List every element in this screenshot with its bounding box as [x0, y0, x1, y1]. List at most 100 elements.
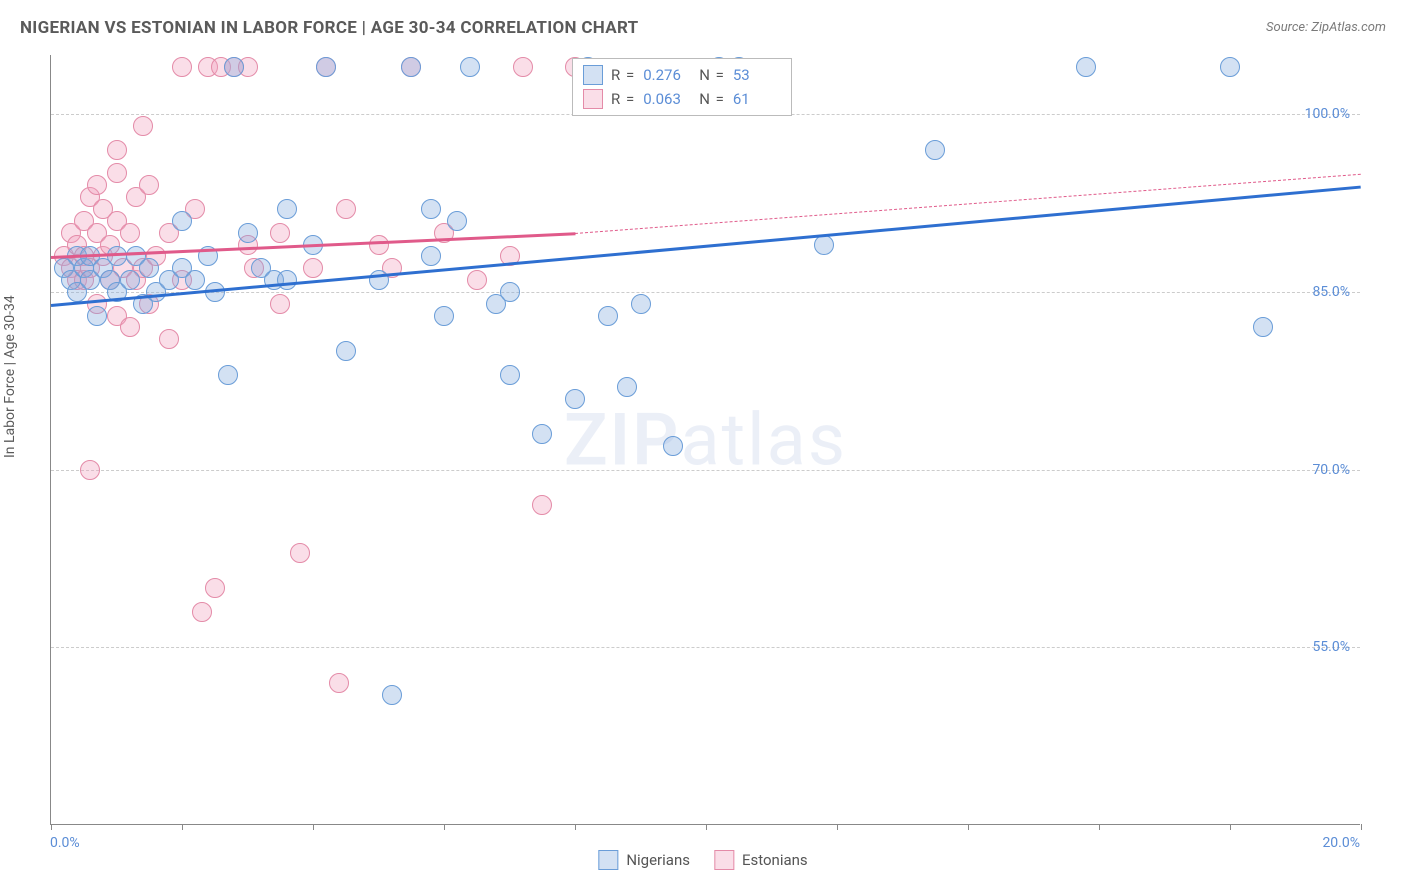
scatter-point — [120, 270, 140, 290]
x-tick — [968, 824, 969, 830]
scatter-point — [107, 140, 127, 160]
scatter-point — [565, 389, 585, 409]
x-tick — [182, 824, 183, 830]
scatter-point — [513, 57, 533, 77]
scatter-point — [336, 341, 356, 361]
correlation-stats-box: R = 0.276 N = 53 R = 0.063 N = 61 — [572, 58, 792, 116]
scatter-point — [107, 246, 127, 266]
scatter-point — [401, 57, 421, 77]
scatter-point — [500, 365, 520, 385]
scatter-point — [369, 235, 389, 255]
stats-n-label: N = — [699, 66, 725, 84]
x-tick — [575, 824, 576, 830]
x-tick — [444, 824, 445, 830]
scatter-point — [172, 57, 192, 77]
scatter-point — [107, 163, 127, 183]
scatter-point — [139, 258, 159, 278]
scatter-point — [316, 57, 336, 77]
x-tick-label: 0.0% — [50, 835, 80, 851]
legend-item-series2: Estonians — [714, 850, 808, 870]
stats-r-value-1: 0.276 — [643, 66, 691, 84]
scatter-point — [270, 223, 290, 243]
x-tick — [1230, 824, 1231, 830]
scatter-point — [87, 306, 107, 326]
scatter-point — [172, 211, 192, 231]
scatter-point — [631, 294, 651, 314]
stats-n-value-1: 53 — [733, 66, 781, 84]
legend-label-series2: Estonians — [742, 851, 808, 869]
scatter-point — [159, 329, 179, 349]
scatter-point — [532, 495, 552, 515]
stats-r-value-2: 0.063 — [643, 90, 691, 108]
legend-swatch-series1 — [598, 850, 618, 870]
x-tick — [1099, 824, 1100, 830]
stats-row-series1: R = 0.276 N = 53 — [583, 63, 781, 87]
scatter-point — [1253, 317, 1273, 337]
scatter-point — [303, 258, 323, 278]
scatter-point — [329, 673, 349, 693]
scatter-point — [224, 57, 244, 77]
scatter-point — [336, 199, 356, 219]
x-tick — [837, 824, 838, 830]
scatter-point — [139, 175, 159, 195]
scatter-point — [120, 317, 140, 337]
y-tick-label: 55.0% — [1312, 639, 1350, 655]
y-tick-label: 85.0% — [1312, 284, 1350, 300]
scatter-point — [270, 294, 290, 314]
scatter-point — [663, 436, 683, 456]
stats-r-label: R = — [611, 66, 635, 84]
scatter-point — [925, 140, 945, 160]
legend-item-series1: Nigerians — [598, 850, 690, 870]
plot-area: ZIPatlas 55.0%70.0%85.0%100.0% — [50, 55, 1360, 825]
scatter-point — [218, 365, 238, 385]
trendline-extrapolated — [575, 173, 1361, 233]
scatter-point — [382, 685, 402, 705]
scatter-point — [205, 578, 225, 598]
scatter-point — [500, 282, 520, 302]
swatch-series2 — [583, 89, 603, 109]
gridline — [51, 470, 1360, 471]
x-tick — [706, 824, 707, 830]
scatter-point — [277, 199, 297, 219]
scatter-point — [460, 57, 480, 77]
y-axis-label: In Labor Force | Age 30-34 — [2, 295, 18, 458]
scatter-point — [1076, 57, 1096, 77]
scatter-point — [185, 270, 205, 290]
scatter-point — [277, 270, 297, 290]
scatter-point — [447, 211, 467, 231]
scatter-point — [598, 306, 618, 326]
swatch-series1 — [583, 65, 603, 85]
scatter-point — [532, 424, 552, 444]
legend-label-series1: Nigerians — [626, 851, 690, 869]
stats-r-label: R = — [611, 90, 635, 108]
scatter-point — [421, 246, 441, 266]
scatter-point — [421, 199, 441, 219]
scatter-point — [87, 175, 107, 195]
y-tick-label: 100.0% — [1305, 106, 1350, 122]
x-tick — [1361, 824, 1362, 830]
gridline — [51, 292, 1360, 293]
scatter-point — [467, 270, 487, 290]
scatter-point — [290, 543, 310, 563]
x-tick-label: 20.0% — [1322, 835, 1360, 851]
chart-title: NIGERIAN VS ESTONIAN IN LABOR FORCE | AG… — [20, 18, 639, 38]
chart-container: NIGERIAN VS ESTONIAN IN LABOR FORCE | AG… — [0, 0, 1406, 892]
scatter-point — [434, 306, 454, 326]
source-label: Source: ZipAtlas.com — [1266, 20, 1386, 35]
bottom-legend: Nigerians Estonians — [598, 850, 807, 870]
scatter-point — [238, 223, 258, 243]
scatter-point — [192, 602, 212, 622]
legend-swatch-series2 — [714, 850, 734, 870]
scatter-point — [814, 235, 834, 255]
stats-n-value-2: 61 — [733, 90, 781, 108]
x-tick — [313, 824, 314, 830]
scatter-point — [120, 223, 140, 243]
scatter-point — [1220, 57, 1240, 77]
scatter-point — [617, 377, 637, 397]
stats-row-series2: R = 0.063 N = 61 — [583, 87, 781, 111]
scatter-point — [133, 116, 153, 136]
x-tick — [51, 824, 52, 830]
stats-n-label: N = — [699, 90, 725, 108]
y-tick-label: 70.0% — [1312, 462, 1350, 478]
gridline — [51, 647, 1360, 648]
